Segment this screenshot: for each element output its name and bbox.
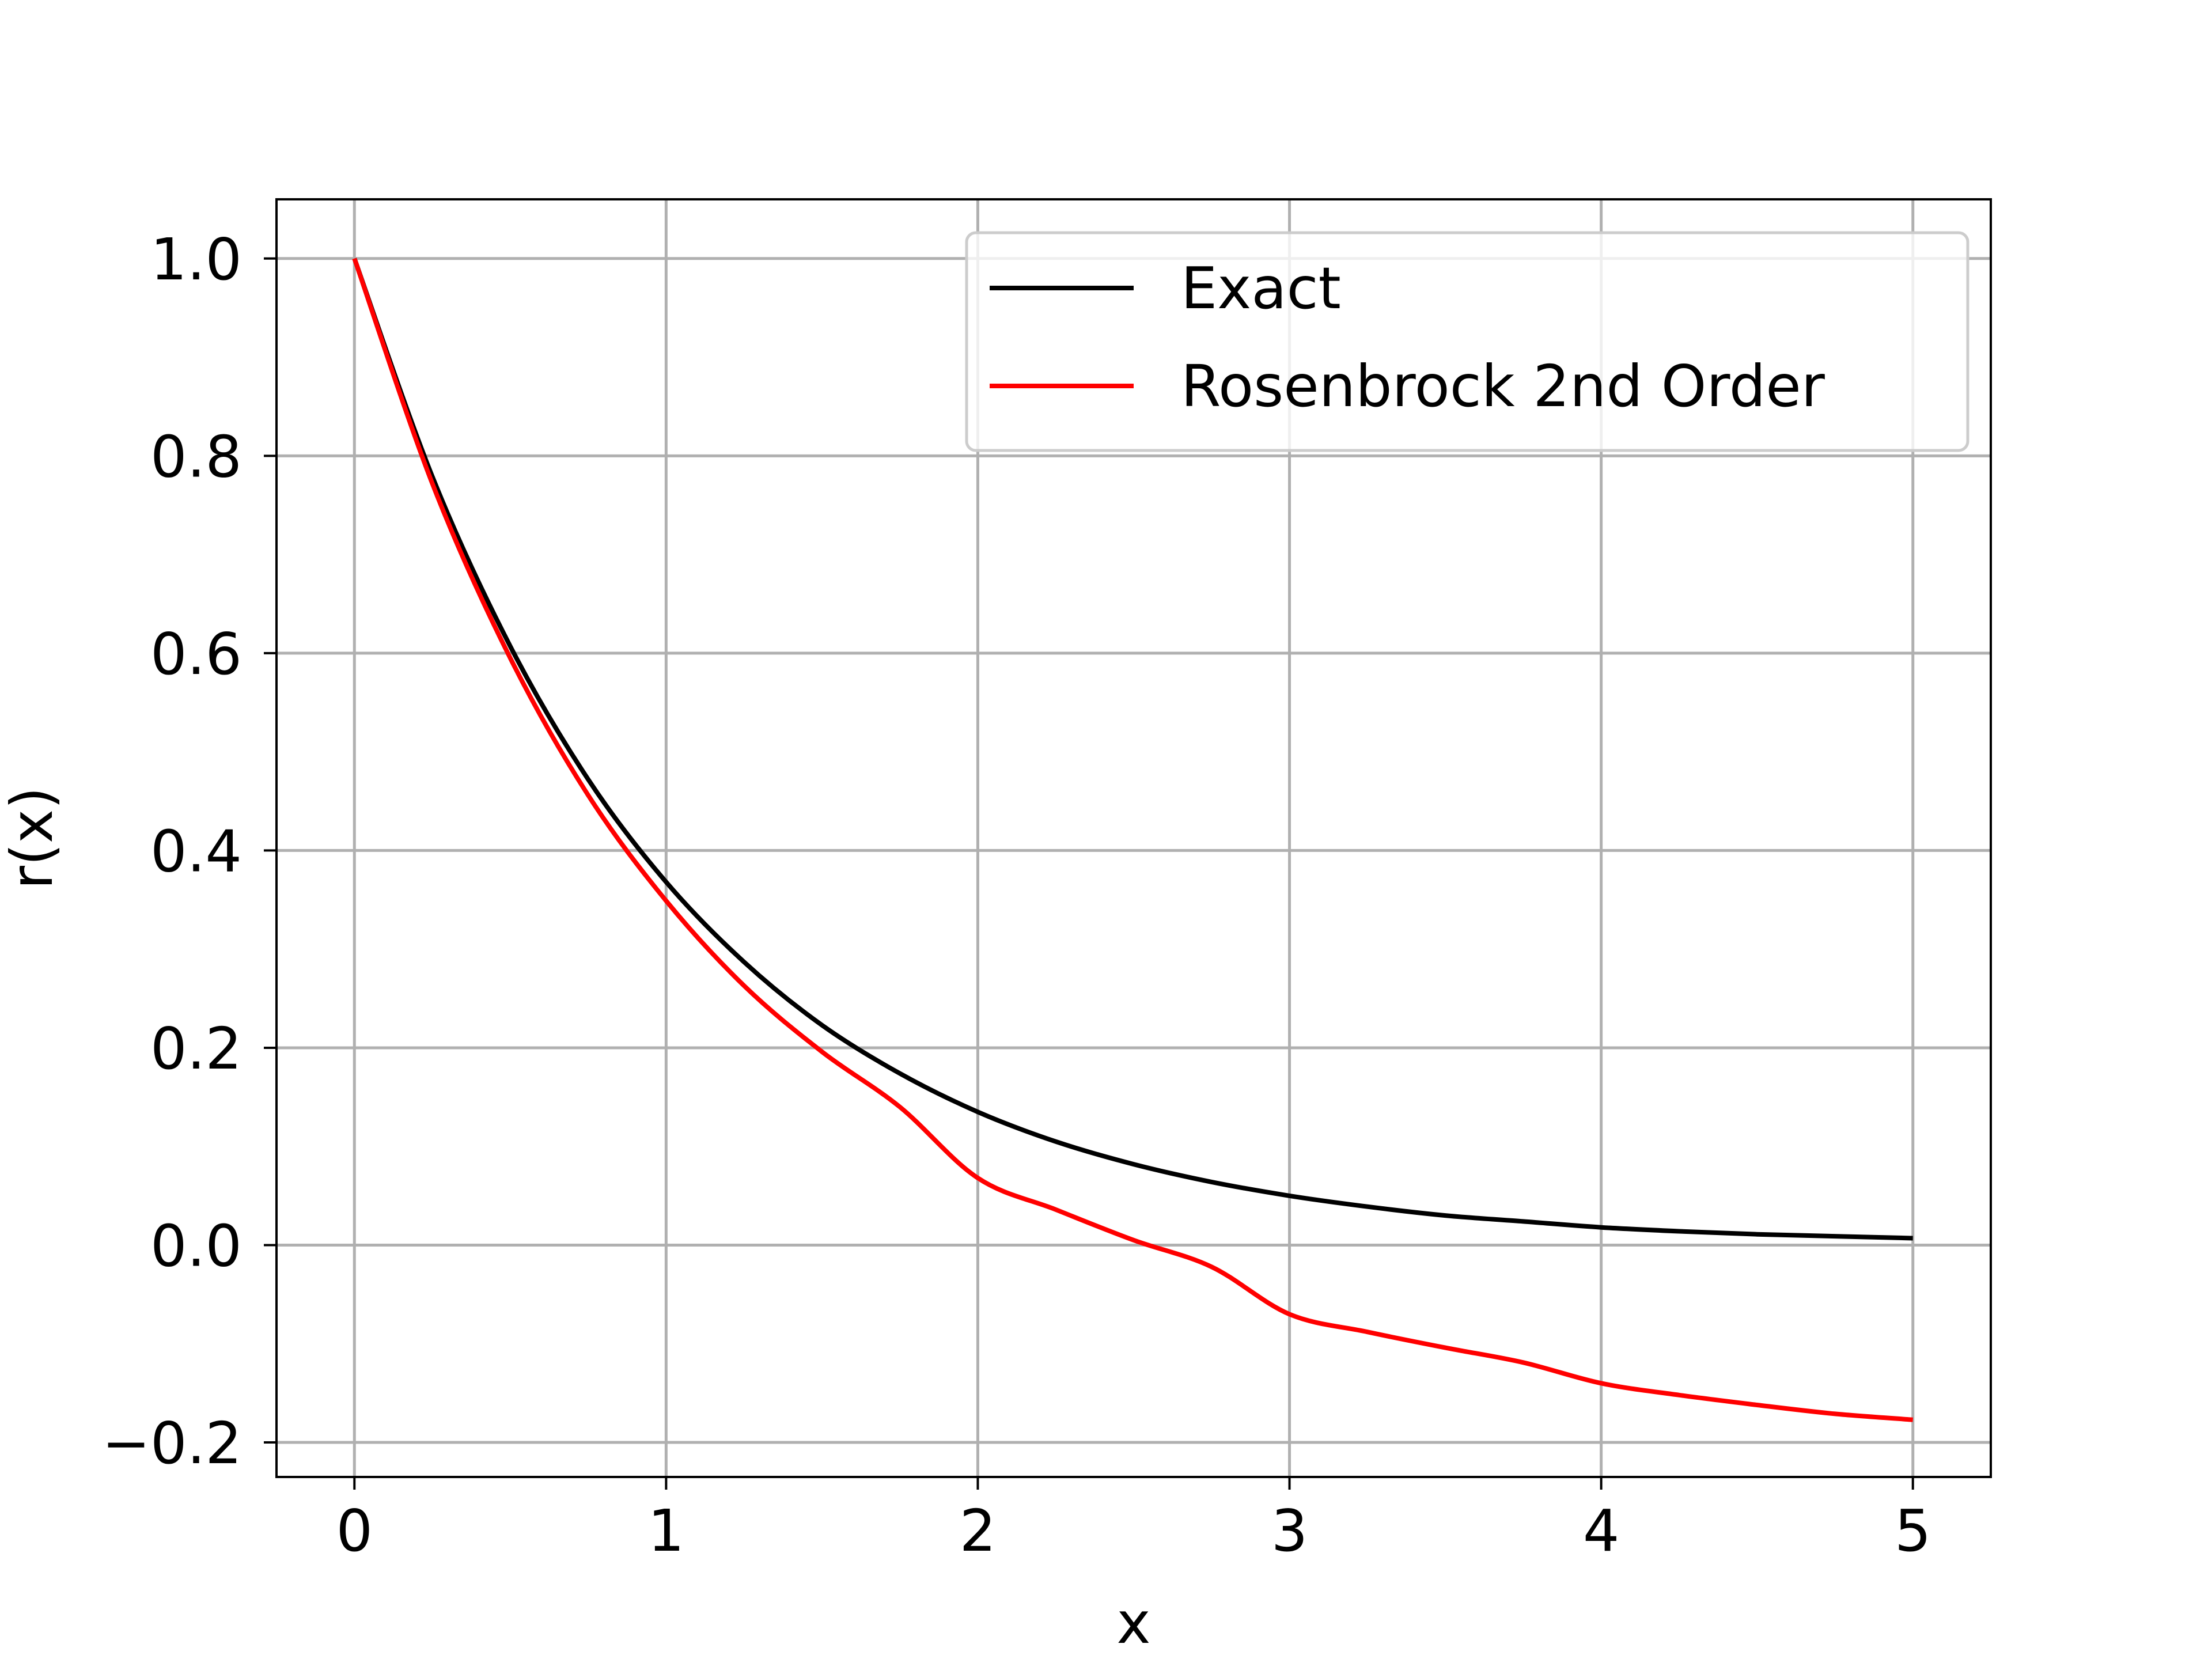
- x-tick-label: 2: [960, 1497, 997, 1565]
- x-tick-label: 1: [648, 1497, 685, 1565]
- legend: Exact Rosenbrock 2nd Order: [965, 231, 1969, 452]
- legend-label-exact: Exact: [1181, 255, 1341, 322]
- y-tick-label: 0.8: [150, 423, 242, 490]
- series-line-exact: [352, 257, 1913, 1241]
- ticks: 0 1 2 3 4 5 −0.2 0.0 0.2 0.4 0.6 0.8 1.0: [102, 226, 1931, 1565]
- series-line-rosenbrock-2nd-order: [352, 257, 1914, 1422]
- x-tick-label: 3: [1271, 1497, 1308, 1565]
- legend-frame: [965, 231, 1969, 452]
- legend-label-rosenbrock: Rosenbrock 2nd Order: [1181, 353, 1825, 420]
- y-axis-label: r(x): [0, 787, 66, 889]
- x-tick-label: 5: [1895, 1497, 1931, 1565]
- y-tick-label: 1.0: [150, 226, 242, 293]
- y-tick-label: 0.6: [150, 620, 242, 688]
- x-tick-label: 0: [336, 1497, 373, 1565]
- x-axis-label: x: [1116, 1589, 1150, 1657]
- y-tick-label: 0.0: [150, 1213, 242, 1280]
- x-tick-label: 4: [1583, 1497, 1620, 1565]
- plot-frame: [275, 198, 1992, 1478]
- y-tick-label: 0.2: [150, 1015, 242, 1082]
- y-tick-label: 0.4: [150, 817, 242, 885]
- y-tick-label: −0.2: [102, 1410, 242, 1477]
- series-lines: [352, 257, 1914, 1422]
